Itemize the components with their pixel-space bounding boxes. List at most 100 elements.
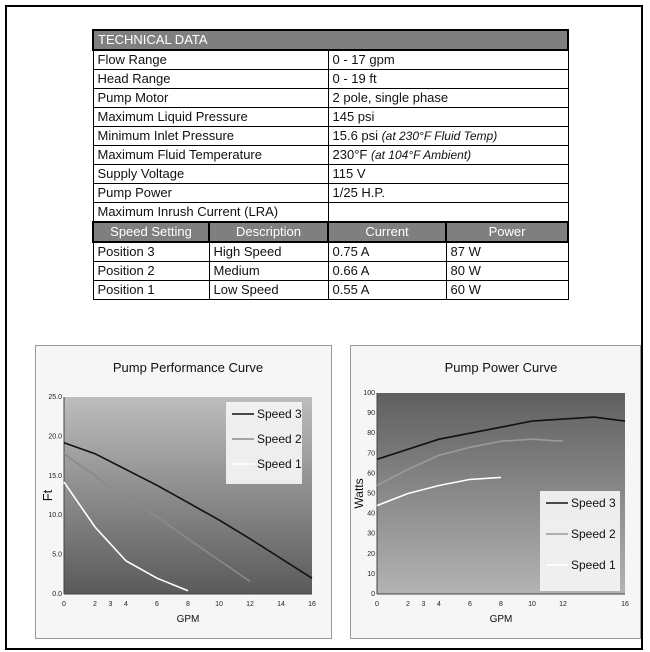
spec-value-text: 15.6 psi	[332, 128, 379, 143]
spec-value: 0 - 19 ft	[327, 69, 569, 89]
chart-title: Pump Performance Curve	[113, 360, 263, 375]
y-tick-label: 90	[367, 410, 375, 417]
power-chart-svg: Pump Power Curve 0 2 3 4 6 8 10 12 16 0 10 20 30 40 50 6…	[352, 360, 629, 625]
y-tick-label: 0	[371, 591, 375, 598]
spec-label: Minimum Inlet Pressure	[92, 126, 329, 146]
spec-label: Head Range	[92, 69, 329, 89]
spec-row: Head Range 0 - 19 ft	[92, 69, 569, 89]
power-chart: Pump Power Curve 0 2 3 4 6 8 10 12 16 0 10 20 30 40 50 6…	[350, 345, 641, 639]
y-tick-label: 80	[367, 430, 375, 437]
spec-value: 115 V	[327, 164, 569, 184]
spec-value: 0 - 17 gpm	[327, 49, 569, 70]
x-tick-label: 6	[468, 601, 472, 608]
legend-label: Speed 2	[257, 432, 302, 446]
legend-label: Speed 3	[571, 496, 616, 510]
series-line-speed-1	[376, 476, 502, 507]
spec-row: Pump Motor 2 pole, single phase	[92, 88, 569, 108]
y-tick-label: 0.0	[52, 591, 62, 598]
spec-note: (at 230°F Fluid Temp)	[381, 129, 498, 143]
spec-value	[327, 202, 569, 223]
speed-cell: 60 W	[445, 280, 569, 300]
speed-column-header: Current	[327, 221, 447, 243]
x-tick-label: 3	[109, 601, 113, 608]
x-tick-label: 14	[277, 601, 285, 608]
x-tick-label: 6	[155, 601, 159, 608]
y-tick-label: 30	[367, 531, 375, 538]
spec-value-text: 1/25 H.P.	[332, 185, 386, 200]
y-tick-label: 25.0	[48, 394, 62, 401]
x-tick-label: 16	[308, 601, 316, 608]
spec-row: Minimum Inlet Pressure 15.6 psi (at 230°F…	[92, 126, 569, 146]
x-tick-label: 3	[422, 601, 426, 608]
spec-row: Supply Voltage 115 V	[92, 164, 569, 184]
speed-row: Position 2 Medium 0.66 A 80 W	[92, 261, 569, 281]
legend-box	[226, 402, 302, 484]
legend-label: Speed 2	[571, 527, 616, 541]
spec-value: 15.6 psi (at 230°F Fluid Temp)	[327, 126, 569, 146]
speed-cell: 0.75 A	[327, 241, 447, 262]
y-tick-label: 60	[367, 470, 375, 477]
speed-header-row: Speed Setting Description Current Power	[92, 221, 569, 243]
y-axis-label: Watts	[352, 478, 366, 508]
x-tick-label: 0	[62, 601, 66, 608]
legend-box	[540, 491, 620, 591]
speed-column-header: Power	[445, 221, 569, 243]
y-axis-label: Ft	[40, 489, 55, 501]
legend-label: Speed 1	[257, 457, 302, 471]
spec-value-text: 0 - 19 ft	[332, 71, 377, 86]
performance-chart: Pump Performance Curve 0 2 3 4 6 8 10 12 14 16 0.0 5…	[35, 345, 332, 639]
speed-cell: 87 W	[445, 241, 569, 262]
series-line-speed-2	[376, 438, 564, 487]
table-header-row: TECHNICAL DATA	[92, 29, 569, 51]
speed-cell: Position 2	[92, 261, 210, 281]
speed-cell: 0.55 A	[327, 280, 447, 300]
series-line-speed-1	[63, 481, 189, 592]
speed-cell: Low Speed	[208, 280, 329, 300]
x-tick-label: 10	[528, 601, 536, 608]
spec-note: (at 104°F Ambient)	[370, 148, 472, 162]
x-axis-label: GPM	[490, 614, 513, 625]
y-tick-label: 20	[367, 551, 375, 558]
y-tick-label: 10	[367, 571, 375, 578]
speed-row: Position 1 Low Speed 0.55 A 60 W	[92, 280, 569, 300]
chart-title: Pump Power Curve	[445, 360, 558, 375]
spec-label: Pump Motor	[92, 88, 329, 108]
performance-chart-svg: Pump Performance Curve 0 2 3 4 6 8 10 12 14 16 0.0 5…	[40, 360, 316, 625]
y-tick-label: 40	[367, 511, 375, 518]
y-tick-label: 100	[363, 390, 375, 397]
series-line-speed-2	[63, 453, 251, 583]
speed-column-header: Description	[208, 221, 329, 243]
y-tick-label: 70	[367, 450, 375, 457]
speed-cell: Medium	[208, 261, 329, 281]
series-line-speed-3	[376, 416, 626, 461]
y-tick-label: 10.0	[48, 512, 62, 519]
spec-row: Maximum Inrush Current (LRA)	[92, 202, 569, 223]
x-tick-label: 12	[246, 601, 254, 608]
series-line-speed-3	[63, 441, 313, 579]
spec-value: 145 psi	[327, 107, 569, 127]
spec-value: 1/25 H.P.	[327, 183, 569, 203]
speed-cell: High Speed	[208, 241, 329, 262]
spec-label: Maximum Fluid Temperature	[92, 145, 329, 165]
x-tick-label: 8	[186, 601, 190, 608]
spec-value-text: 115 V	[332, 166, 366, 181]
speed-row: Position 3 High Speed 0.75 A 87 W	[92, 241, 569, 262]
technical-data-table: TECHNICAL DATA Flow Range 0 - 17 gpm Head …	[92, 29, 569, 300]
spec-row: Maximum Liquid Pressure 145 psi	[92, 107, 569, 127]
spec-value-text: 230°F	[332, 147, 368, 162]
y-tick-label: 50	[367, 491, 375, 498]
speed-cell: 0.66 A	[327, 261, 447, 281]
spec-label: Flow Range	[92, 49, 329, 70]
speed-column-header: Speed Setting	[92, 221, 210, 243]
x-tick-label: 2	[93, 601, 97, 608]
spec-row: Pump Power 1/25 H.P.	[92, 183, 569, 203]
x-tick-label: 8	[499, 601, 503, 608]
speed-cell: Position 3	[92, 241, 210, 262]
spec-row: Flow Range 0 - 17 gpm	[92, 49, 569, 70]
y-tick-label: 5.0	[52, 552, 62, 559]
spec-value: 2 pole, single phase	[327, 88, 569, 108]
speed-cell: 80 W	[445, 261, 569, 281]
spec-label: Supply Voltage	[92, 164, 329, 184]
x-tick-label: 2	[406, 601, 410, 608]
x-tick-label: 10	[215, 601, 223, 608]
